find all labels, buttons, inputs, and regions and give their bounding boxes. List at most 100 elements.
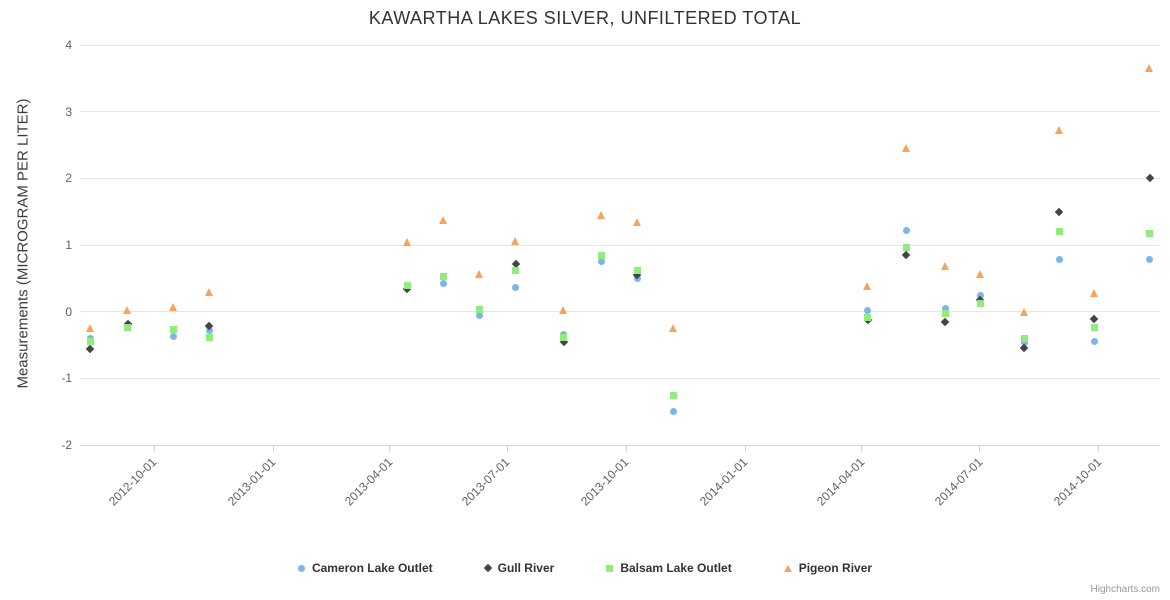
data-point-triangle (168, 303, 177, 311)
data-point-triangle (975, 270, 984, 279)
data-point-triangle (85, 324, 94, 333)
data-point-triangle (940, 262, 949, 271)
y-axis-tick-label: 4 (65, 38, 72, 52)
data-point-diamond (1145, 174, 1154, 183)
data-point-diamond (86, 344, 95, 354)
x-axis-tick-label: 2014-07-01 (931, 455, 985, 509)
x-axis-tick-label: 2014-10-01 (1050, 455, 1104, 509)
data-point-circle (439, 279, 447, 287)
data-point-triangle (402, 237, 411, 246)
data-point-circle (1020, 338, 1028, 346)
data-point-diamond (941, 318, 950, 327)
y-gridline (80, 111, 1160, 113)
data-point-square (597, 252, 605, 260)
data-point-triangle (1019, 307, 1028, 316)
data-point-circle (1146, 256, 1154, 264)
y-gridline (80, 377, 1160, 379)
data-point-triangle (204, 287, 213, 296)
data-point-circle (864, 306, 872, 314)
legend-label: Gull River (497, 561, 555, 575)
x-axis-tick (744, 446, 746, 452)
data-point-square (976, 300, 984, 308)
data-point-diamond (1054, 207, 1064, 216)
data-point-square (633, 266, 641, 274)
legend-item[interactable]: Gull River (483, 561, 555, 575)
y-axis-tick-label: -2 (61, 438, 72, 452)
data-point-square (476, 305, 484, 313)
data-point-square (941, 309, 949, 317)
data-point-circle (597, 257, 605, 265)
data-point-circle (902, 226, 910, 234)
data-point-triangle (1089, 289, 1098, 297)
highcharts-credit-link[interactable]: Highcharts.com (1090, 584, 1160, 595)
x-axis-tick-label: 2013-10-01 (578, 455, 632, 509)
data-point-triangle (123, 305, 132, 314)
data-point-square (512, 266, 520, 274)
y-axis-tick-label: 2 (65, 171, 72, 186)
data-point-square (86, 338, 94, 346)
data-point-triangle (559, 305, 568, 314)
data-point-square (560, 333, 568, 341)
data-point-diamond (1019, 344, 1029, 353)
y-gridline (80, 44, 1160, 46)
y-gridline (80, 177, 1160, 179)
y-axis-tick-label: -1 (61, 371, 72, 386)
data-point-square (205, 333, 213, 341)
data-point-square (439, 272, 447, 280)
data-point-square (670, 391, 678, 399)
y-axis-tick-label: 0 (65, 304, 72, 319)
data-point-triangle (863, 282, 872, 291)
square-marker-icon (606, 564, 614, 572)
data-point-triangle (632, 217, 641, 226)
data-point-circle (476, 312, 484, 320)
data-point-square (1090, 323, 1098, 331)
data-point-square (1055, 228, 1063, 236)
x-axis-tick (153, 446, 155, 452)
legend: Cameron Lake Outlet Gull River Balsam Lake… (0, 561, 1170, 575)
legend-label: Cameron Lake Outlet (311, 561, 433, 575)
legend-item[interactable]: Balsam Lake Outlet (606, 561, 732, 575)
y-gridline (80, 244, 1160, 246)
data-point-circle (670, 408, 678, 416)
data-point-circle (1055, 256, 1063, 264)
data-point-triangle (475, 270, 484, 279)
data-point-square (1146, 229, 1154, 237)
data-point-triangle (1054, 126, 1063, 135)
data-point-square (1020, 334, 1028, 342)
data-point-square (169, 326, 177, 334)
data-point-circle (205, 326, 213, 334)
y-gridline (80, 311, 1160, 313)
data-point-square (902, 243, 910, 251)
diamond-marker-icon (483, 563, 492, 573)
data-point-square (864, 313, 872, 321)
data-point-triangle (596, 211, 605, 219)
data-point-circle (1090, 337, 1098, 345)
x-axis-tick (625, 446, 627, 452)
x-axis-tick-label: 2013-07-01 (459, 455, 513, 509)
data-point-diamond (1089, 314, 1099, 324)
legend-label: Pigeon River (798, 561, 873, 575)
legend-item[interactable]: Pigeon River (783, 561, 873, 575)
circle-marker-icon (297, 564, 305, 572)
legend-item[interactable]: Cameron Lake Outlet (297, 561, 433, 575)
x-axis-line (80, 445, 1160, 446)
data-point-triangle (511, 237, 520, 245)
x-axis-tick-label: 2014-01-01 (697, 455, 751, 509)
data-point-circle (512, 283, 520, 291)
x-axis-tick (506, 446, 508, 452)
legend-label: Balsam Lake Outlet (620, 561, 732, 575)
x-axis-tick (978, 446, 980, 452)
data-point-circle (169, 332, 177, 340)
data-point-triangle (669, 324, 678, 333)
y-axis-tick-label: 1 (65, 238, 72, 252)
data-point-triangle (1145, 64, 1154, 73)
x-axis-tick (272, 446, 274, 452)
chart-title: KAWARTHA LAKES SILVER, UNFILTERED TOTAL (368, 8, 802, 28)
triangle-marker-icon (783, 564, 792, 572)
data-point-triangle (901, 144, 910, 153)
x-axis-tick-label: 2012-10-01 (106, 455, 160, 509)
x-axis-tick-label: 2014-04-01 (813, 455, 868, 509)
x-axis-tick (389, 446, 391, 452)
x-axis-tick (1097, 446, 1099, 452)
